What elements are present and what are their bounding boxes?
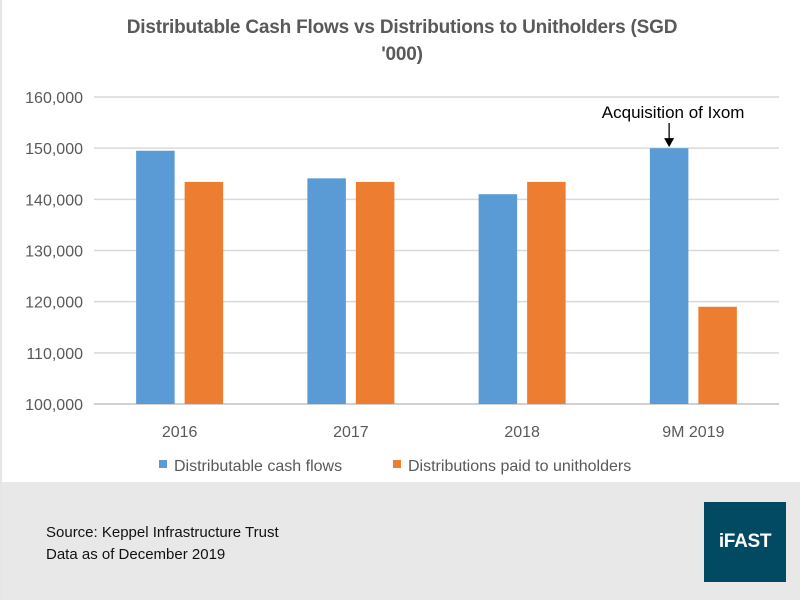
legend-label: Distributions paid to unitholders <box>408 458 631 475</box>
chart-title: Distributable Cash Flows vs Distribution… <box>82 14 722 68</box>
logo-text: iFAST <box>718 531 772 552</box>
annotation-label: Acquisition of Ixom <box>602 103 745 122</box>
chart-area: Distributable Cash Flows vs Distribution… <box>2 0 800 482</box>
chart-title-line-1: Distributable Cash Flows vs Distribution… <box>126 17 678 38</box>
y-tick-label: 110,000 <box>26 346 83 363</box>
chart-title-line-2: '000) <box>381 44 423 65</box>
bar-distributions-paid <box>184 181 224 404</box>
bar-chart: 100,000 110,000 120,000 130,000 140,000 150,0… <box>25 90 779 475</box>
bar-distributable-cash-flows <box>649 148 689 404</box>
annotation-arrow-head-icon <box>664 138 675 148</box>
x-tick-label: 2017 <box>333 424 369 441</box>
footer-text: Source: Keppel Infrastructure Trust Data… <box>46 522 279 566</box>
bar-distributable-cash-flows <box>478 194 518 404</box>
y-tick-label: 130,000 <box>25 244 83 261</box>
footer: Source: Keppel Infrastructure Trust Data… <box>2 482 800 600</box>
y-tick-label: 100,000 <box>25 397 83 414</box>
y-tick-label: 160,000 <box>25 90 83 107</box>
x-tick-label: 9M 2019 <box>662 424 724 441</box>
x-tick-label: 2016 <box>162 424 198 441</box>
legend-label: Distributable cash flows <box>174 458 342 475</box>
x-tick-label: 2018 <box>504 424 540 441</box>
ifast-logo: iFAST <box>704 502 786 582</box>
bar-distributable-cash-flows <box>136 150 175 404</box>
bar-distributions-paid <box>698 306 737 404</box>
y-tick-label: 140,000 <box>25 192 83 209</box>
bar-distributable-cash-flows <box>307 178 346 404</box>
y-tick-label: 120,000 <box>25 295 83 312</box>
source-text: Source: Keppel Infrastructure Trust <box>46 524 279 541</box>
bar-distributions-paid <box>527 181 566 404</box>
legend-swatch <box>159 460 167 468</box>
bar-distributions-paid <box>355 181 395 404</box>
legend-swatch <box>393 460 401 468</box>
data-date-text: Data as of December 2019 <box>46 546 226 563</box>
y-tick-label: 150,000 <box>25 141 83 158</box>
